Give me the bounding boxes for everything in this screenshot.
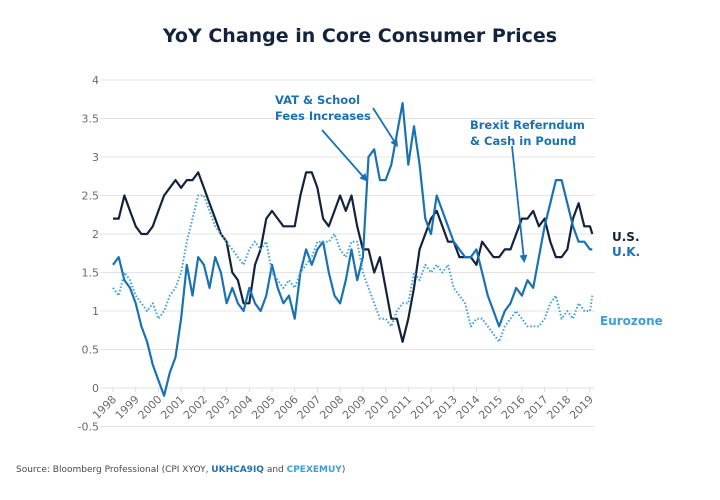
y-tick-label: 3 <box>92 151 99 164</box>
source-uk-code: UKHCA9IQ <box>211 465 264 475</box>
x-tick-label: 1998 <box>90 393 119 422</box>
source-and: and <box>263 465 287 475</box>
source-suffix: ) <box>341 465 346 475</box>
x-tick-label: 2009 <box>340 393 369 422</box>
x-tick-label: 2011 <box>385 393 414 422</box>
x-tick-label: 2016 <box>499 393 528 422</box>
series-line-uk <box>112 101 593 397</box>
x-tick-label: 2015 <box>476 393 505 422</box>
source-ez-code: CPEXEMUY <box>286 465 342 475</box>
x-tick-label: 2002 <box>181 393 210 422</box>
series-line-us <box>113 171 594 343</box>
annotation-arrow <box>511 145 528 263</box>
annotation-text: Fees Increases <box>275 109 371 123</box>
annotation-text: VAT & School <box>275 93 360 107</box>
source-note: Source: Bloomberg Professional (CPI XYOY… <box>16 465 345 475</box>
series-label: U.S. <box>612 230 640 244</box>
source-prefix: Source: Bloomberg Professional (CPI XYOY… <box>16 465 212 475</box>
x-tick-label: 2006 <box>272 393 301 422</box>
annotation-text: Brexit Referndum <box>470 118 585 132</box>
annotation-text: & Cash in Pound <box>470 134 576 148</box>
y-tick-label: 2 <box>92 228 99 241</box>
x-tick-label: 2014 <box>454 393 483 422</box>
series-labels: U.S.U.K. Eurozone <box>600 230 663 328</box>
x-tick-label: 2003 <box>204 393 233 422</box>
y-tick-label: 0.5 <box>82 344 100 357</box>
y-tick-label: 2.5 <box>82 190 100 203</box>
x-tick-label: 2012 <box>408 393 437 422</box>
series-lines <box>112 101 594 397</box>
x-tick-label: 2000 <box>136 393 165 422</box>
series-label: Eurozone <box>600 314 663 328</box>
series-line-eurozone <box>112 194 594 343</box>
x-tick-label: 2001 <box>158 393 187 422</box>
y-axis-ticks: 4 3.5 3 2.5 2 1.5 1 0.5 0 -0.5 <box>78 74 99 434</box>
x-tick-label: 2005 <box>249 393 278 422</box>
x-tick-label: 2007 <box>295 393 324 422</box>
x-tick-label: 2017 <box>522 393 551 422</box>
y-tick-label: 0 <box>92 382 99 395</box>
x-tick-label: 2013 <box>431 393 460 422</box>
y-tick-label: 1 <box>92 305 99 318</box>
y-tick-label: -0.5 <box>78 421 99 434</box>
x-tick-label: 1999 <box>113 393 142 422</box>
annotation-arrow <box>372 107 399 148</box>
y-tick-label: 3.5 <box>82 113 100 126</box>
y-tick-label: 4 <box>92 74 99 87</box>
chart-title: YoY Change in Core Consumer Prices <box>162 25 557 47</box>
y-tick-label: 1.5 <box>82 267 100 280</box>
x-tick-label: 2004 <box>226 393 255 422</box>
x-tick-label: 2010 <box>363 393 392 422</box>
annotation-arrow <box>321 129 368 182</box>
x-tick-label: 2019 <box>567 393 596 422</box>
x-tick-label: 2008 <box>317 393 346 422</box>
annotations: VAT & School Fees Increases Brexit Refernd… <box>275 93 585 263</box>
x-tick-label: 2018 <box>544 393 573 422</box>
series-label: U.K. <box>612 245 640 259</box>
